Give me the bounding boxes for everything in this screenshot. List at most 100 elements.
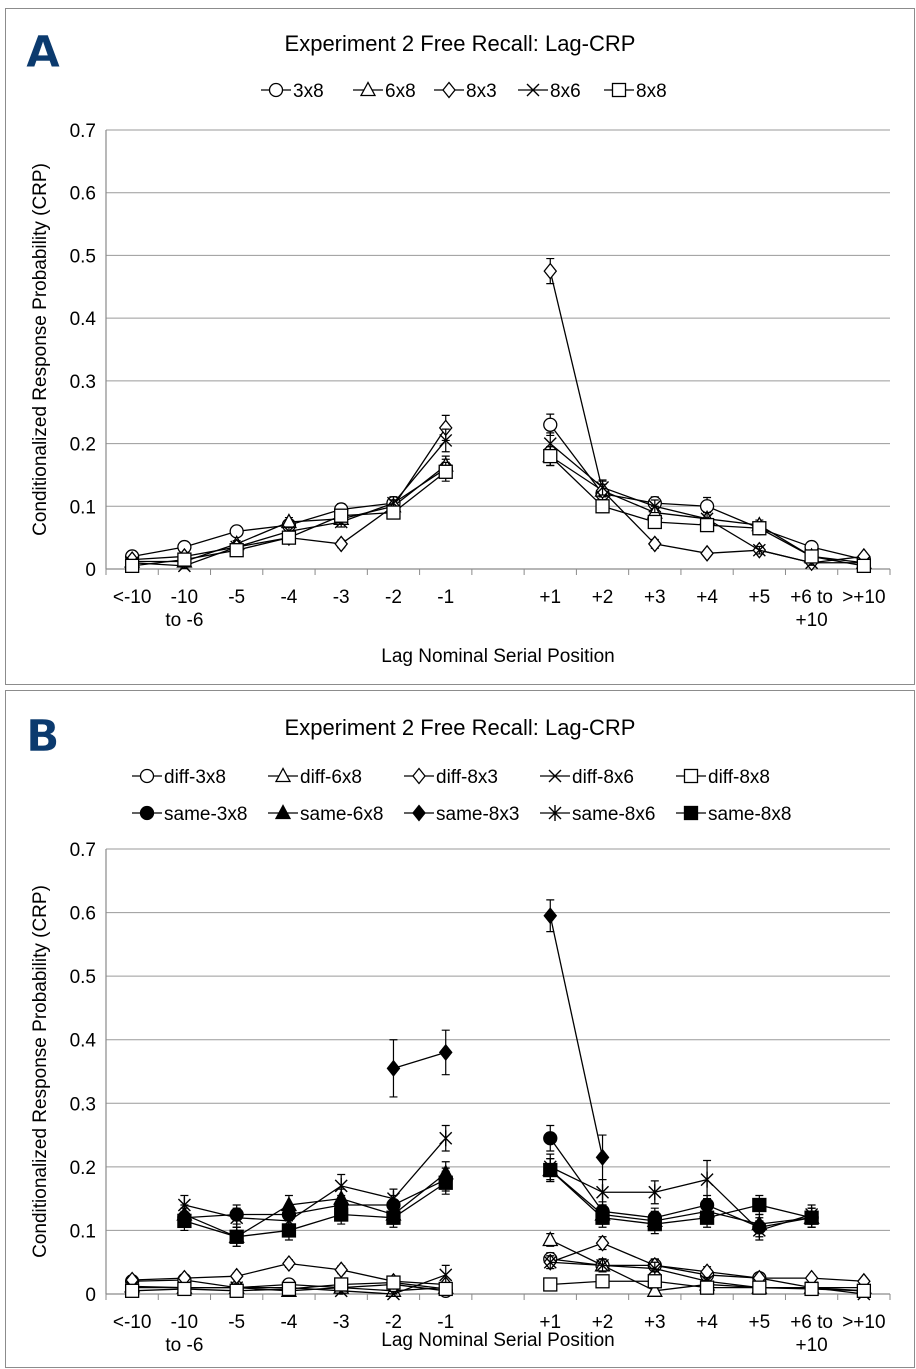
data-point — [647, 535, 662, 553]
data-point — [699, 517, 715, 533]
legend-label: diff-6x8 — [300, 767, 362, 788]
panel-a: A Experiment 2 Free Recall: Lag-CRP 3x8 6x… — [5, 8, 915, 685]
data-point — [386, 1210, 401, 1225]
legend-label: diff-8x3 — [436, 767, 498, 788]
legend-marker — [548, 769, 562, 783]
y-tick-label: 0.7 — [70, 121, 96, 142]
data-point — [282, 1254, 296, 1273]
data-point — [595, 1234, 610, 1252]
y-tick-label: 0.2 — [70, 435, 96, 456]
series-line — [184, 1178, 447, 1219]
x-tick-label: +4 — [696, 1312, 718, 1333]
data-point — [647, 514, 662, 530]
gridlines — [106, 129, 890, 507]
data-point — [596, 1258, 610, 1272]
data-point — [230, 1209, 244, 1226]
legend-item: same-8x3 — [404, 804, 519, 825]
legend: 3x8 6x8 8x3 8x6 8x8 — [261, 81, 667, 102]
y-tick-label: 0.5 — [70, 967, 96, 988]
x-tick-label: -4 — [280, 1312, 297, 1333]
legend-marker — [268, 82, 284, 98]
legend-label: same-8x8 — [708, 804, 791, 825]
data-point — [438, 1043, 453, 1061]
legend-marker — [139, 768, 155, 784]
y-tick-label: 0.7 — [70, 840, 96, 861]
x-tick-label: +10 — [795, 1335, 827, 1356]
x-tick-label: -5 — [228, 587, 245, 608]
y-tick-label: 0.5 — [70, 246, 96, 267]
y-tick-label: 0.4 — [70, 309, 97, 330]
data-point — [595, 1210, 610, 1225]
legend-marker — [139, 805, 155, 821]
legend-marker — [274, 804, 292, 820]
data-point — [646, 1281, 663, 1297]
data-point — [856, 558, 872, 574]
data-point — [804, 549, 819, 564]
data-point — [229, 1229, 244, 1244]
legend-label: same-8x3 — [436, 804, 519, 825]
legend-label: same-8x6 — [572, 804, 655, 825]
data-point — [334, 1277, 349, 1292]
x-tick-label: to -6 — [165, 1335, 203, 1356]
data-point — [386, 1190, 400, 1207]
x-tick-label: -10 — [171, 1312, 198, 1333]
y-tick-label: 0.2 — [70, 1158, 96, 1179]
y-axis-label: Conditionalized Response Probability (CR… — [30, 885, 51, 1258]
legend-item: diff-6x8 — [268, 767, 362, 788]
legend-marker — [274, 767, 292, 783]
legend-item: 8x8 — [604, 81, 667, 102]
x-tick-label: +2 — [592, 1312, 614, 1333]
data-point — [752, 521, 767, 536]
data-point — [648, 1262, 662, 1276]
x-tick-label: <-10 — [113, 1312, 152, 1333]
y-axis-label: Conditionalized Response Probability (CR… — [30, 163, 51, 536]
series-line — [549, 1137, 812, 1228]
series-line — [184, 1182, 447, 1238]
data-point — [334, 1177, 348, 1194]
data-point — [752, 1197, 767, 1213]
series-8x8 — [124, 446, 872, 574]
gridlines — [106, 848, 890, 1231]
data-point — [595, 499, 610, 514]
legend-label: diff-8x8 — [708, 767, 770, 788]
legend-item: 3x8 — [261, 81, 324, 102]
data-point — [543, 262, 558, 280]
data-point — [124, 558, 140, 574]
series-line — [184, 1137, 447, 1222]
series-same-8x8 — [177, 1157, 819, 1247]
legend-marker — [683, 768, 699, 784]
data-point — [229, 1283, 244, 1298]
x-tick-label: +6 to — [790, 587, 833, 608]
series-line — [549, 1169, 812, 1225]
data-point — [229, 1267, 244, 1285]
data-point — [648, 1184, 662, 1201]
chart-title: Experiment 2 Free Recall: Lag-CRP — [285, 715, 636, 740]
data-point — [281, 1281, 297, 1297]
legend-label: same-3x8 — [164, 804, 247, 825]
series-line — [549, 1169, 812, 1225]
data-point — [334, 508, 349, 523]
series-line — [393, 1051, 446, 1069]
data-point — [595, 1148, 610, 1166]
legend-item: same-8x8 — [676, 804, 791, 825]
legend-item: same-6x8 — [268, 804, 383, 825]
series-same-6x8 — [176, 1157, 820, 1247]
x-tick-label: +5 — [748, 587, 770, 608]
legend-label: same-6x8 — [300, 804, 383, 825]
x-tick-label: -2 — [385, 587, 402, 608]
series-line — [184, 1172, 447, 1238]
data-point — [281, 530, 297, 545]
panel-letter: A — [26, 27, 60, 78]
data-point — [177, 1197, 191, 1213]
x-tick-label: +5 — [748, 1312, 770, 1333]
x-tick-label: >+10 — [842, 587, 885, 608]
legend-label: 8x8 — [636, 81, 667, 102]
data-point — [699, 1280, 715, 1295]
data-point — [438, 1281, 453, 1297]
data-point — [700, 544, 714, 562]
y-tick-label: 0.1 — [70, 1221, 96, 1242]
data-point — [438, 1175, 453, 1190]
legend-label: 8x6 — [550, 81, 581, 102]
panel-letter: B — [26, 711, 60, 762]
legend-item: same-8x6 — [540, 804, 655, 825]
